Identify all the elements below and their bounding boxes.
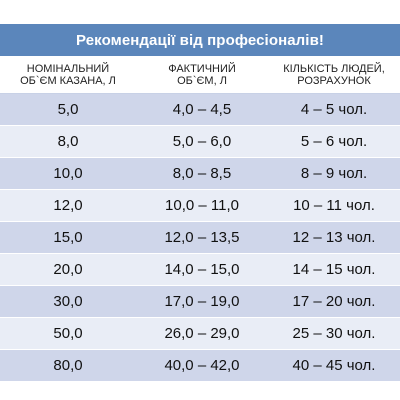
table-row: 8,0 5,0 – 6,0 5 – 6 чол. (0, 126, 400, 158)
cell-actual-volume: 4,0 – 4,5 (172, 101, 232, 118)
cell-nominal-volume: 15,0 (53, 229, 83, 246)
cell-nominal-volume: 10,0 (53, 165, 83, 182)
table-row: 15,0 12,0 – 13,5 12 – 13 чол. (0, 222, 400, 254)
table-row: 12,0 10,0 – 11,0 10 – 11 чол. (0, 190, 400, 222)
table-row: 50,0 26,0 – 29,0 25 – 30 чол. (0, 318, 400, 350)
table-row: 80,0 40,0 – 42,0 40 – 45 чол. (0, 350, 400, 382)
cell-actual-volume: 17,0 – 19,0 (164, 293, 240, 310)
cell-actual-volume: 10,0 – 11,0 (165, 197, 239, 214)
table-row: 5,0 4,0 – 4,5 4 – 5 чол. (0, 94, 400, 126)
cell-nominal-volume: 80,0 (53, 357, 83, 374)
cell-actual-volume: 14,0 – 15,0 (164, 261, 240, 278)
cell-nominal-volume: 8,0 (57, 133, 79, 150)
cell-people-count: 14 – 15 чол. (292, 261, 376, 278)
cell-actual-volume: 40,0 – 42,0 (164, 357, 240, 374)
header-people-count: КІЛЬКІСТЬ ЛЮДЕЙ, РОЗРАХУНОК (283, 63, 385, 87)
cell-people-count: 17 – 20 чол. (292, 293, 376, 310)
table-title-bar: Рекомендації від професіоналів! (0, 24, 400, 57)
cell-nominal-volume: 30,0 (53, 293, 83, 310)
table-row: 10,0 8,0 – 8,5 8 – 9 чол. (0, 158, 400, 190)
cell-actual-volume: 26,0 – 29,0 (164, 325, 240, 342)
cell-people-count: 5 – 6 чол. (300, 133, 368, 150)
cell-nominal-volume: 50,0 (53, 325, 83, 342)
cell-people-count: 12 – 13 чол. (292, 229, 376, 246)
header-actual-volume: ФАКТИЧНИЙ ОБ`ЄМ, Л (168, 63, 236, 87)
cell-actual-volume: 8,0 – 8,5 (172, 165, 232, 182)
cell-people-count: 8 – 9 чол. (300, 165, 368, 182)
cell-nominal-volume: 20,0 (53, 261, 83, 278)
cell-people-count: 4 – 5 чол. (300, 101, 368, 118)
cell-nominal-volume: 12,0 (53, 197, 83, 214)
cell-people-count: 40 – 45 чол. (292, 357, 376, 374)
cell-actual-volume: 5,0 – 6,0 (172, 133, 232, 150)
table-row: 30,0 17,0 – 19,0 17 – 20 чол. (0, 286, 400, 318)
table-row: 20,0 14,0 – 15,0 14 – 15 чол. (0, 254, 400, 286)
cell-people-count: 25 – 30 чол. (292, 325, 376, 342)
header-nominal-volume: НОМІНАЛЬНИЙ ОБ`ЄМ КАЗАНА, Л (20, 63, 116, 87)
cell-nominal-volume: 5,0 (57, 101, 79, 118)
table-header-row: НОМІНАЛЬНИЙ ОБ`ЄМ КАЗАНА, Л ФАКТИЧНИЙ ОБ… (0, 57, 400, 94)
cell-people-count: 10 – 11 чол. (293, 197, 375, 214)
recommendation-table: Рекомендації від професіоналів! НОМІНАЛЬ… (0, 24, 400, 382)
cell-actual-volume: 12,0 – 13,5 (164, 229, 240, 246)
table-title: Рекомендації від професіоналів! (75, 31, 324, 49)
